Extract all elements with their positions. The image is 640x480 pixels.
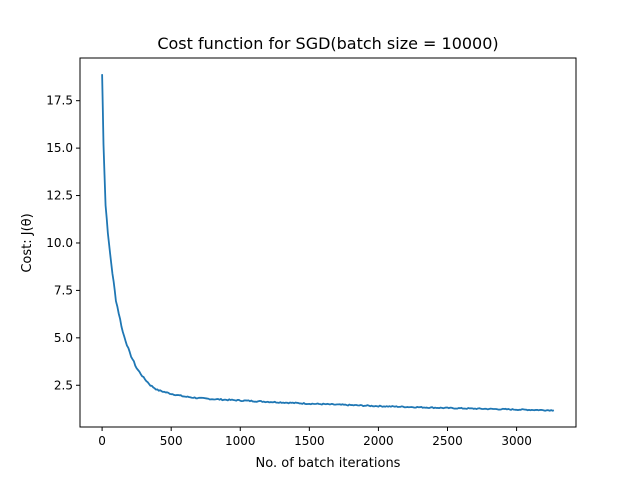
y-axis-ticks: 2.5 5.0 7.5 10.0 12.5 15.0 17.5 bbox=[46, 94, 80, 392]
x-tick-label: 1000 bbox=[225, 434, 256, 448]
y-tick-label: 5.0 bbox=[54, 331, 73, 345]
y-tick-label: 17.5 bbox=[46, 94, 73, 108]
y-axis-label: Cost: J(θ) bbox=[20, 213, 35, 272]
x-tick-label: 0 bbox=[98, 434, 106, 448]
y-tick-label: 15.0 bbox=[46, 141, 73, 155]
x-axis-label: No. of batch iterations bbox=[256, 456, 401, 471]
chart-title: Cost function for SGD(batch size = 10000… bbox=[157, 34, 498, 53]
y-tick-label: 7.5 bbox=[54, 283, 73, 297]
x-axis-ticks: 0 500 1000 1500 2000 2500 3000 bbox=[98, 427, 532, 448]
x-tick-label: 500 bbox=[160, 434, 183, 448]
y-tick-label: 12.5 bbox=[46, 189, 73, 203]
x-tick-label: 2000 bbox=[363, 434, 394, 448]
x-tick-label: 1500 bbox=[294, 434, 325, 448]
x-tick-label: 3000 bbox=[501, 434, 532, 448]
y-tick-label: 2.5 bbox=[54, 378, 73, 392]
x-tick-label: 2500 bbox=[432, 434, 463, 448]
y-tick-label: 10.0 bbox=[46, 236, 73, 250]
series-line-0 bbox=[101, 74, 555, 412]
